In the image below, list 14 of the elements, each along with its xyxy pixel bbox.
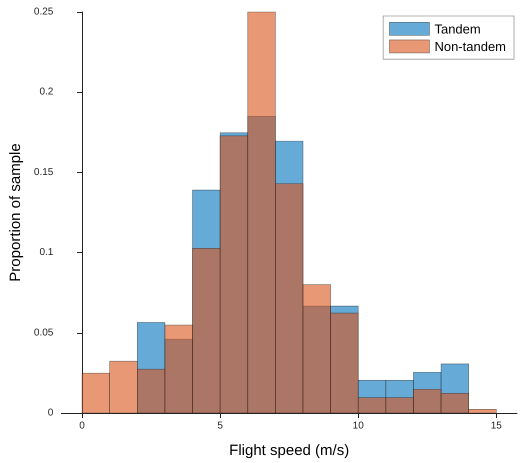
y-tick-label: 0.25 — [34, 6, 54, 18]
y-tick-label: 0.2 — [39, 86, 54, 98]
legend-label: Tandem — [434, 21, 481, 36]
y-tick-label: 0 — [48, 408, 54, 418]
y-tick-label: 0.05 — [34, 327, 54, 338]
x-axis-title: Flight speed (m/s) — [229, 442, 350, 459]
x-tick-label: 10 — [352, 420, 364, 432]
y-axis-title: Proportion of sample — [7, 143, 24, 282]
x-tick-label: 5 — [217, 420, 224, 432]
y-tick-label: 0.15 — [34, 166, 54, 178]
legend-label: Non-tandem — [434, 38, 506, 54]
x-tick-label: 15 — [490, 420, 502, 432]
y-tick-label: 0.1 — [39, 247, 54, 258]
x-tick-label: 0 — [79, 420, 86, 432]
